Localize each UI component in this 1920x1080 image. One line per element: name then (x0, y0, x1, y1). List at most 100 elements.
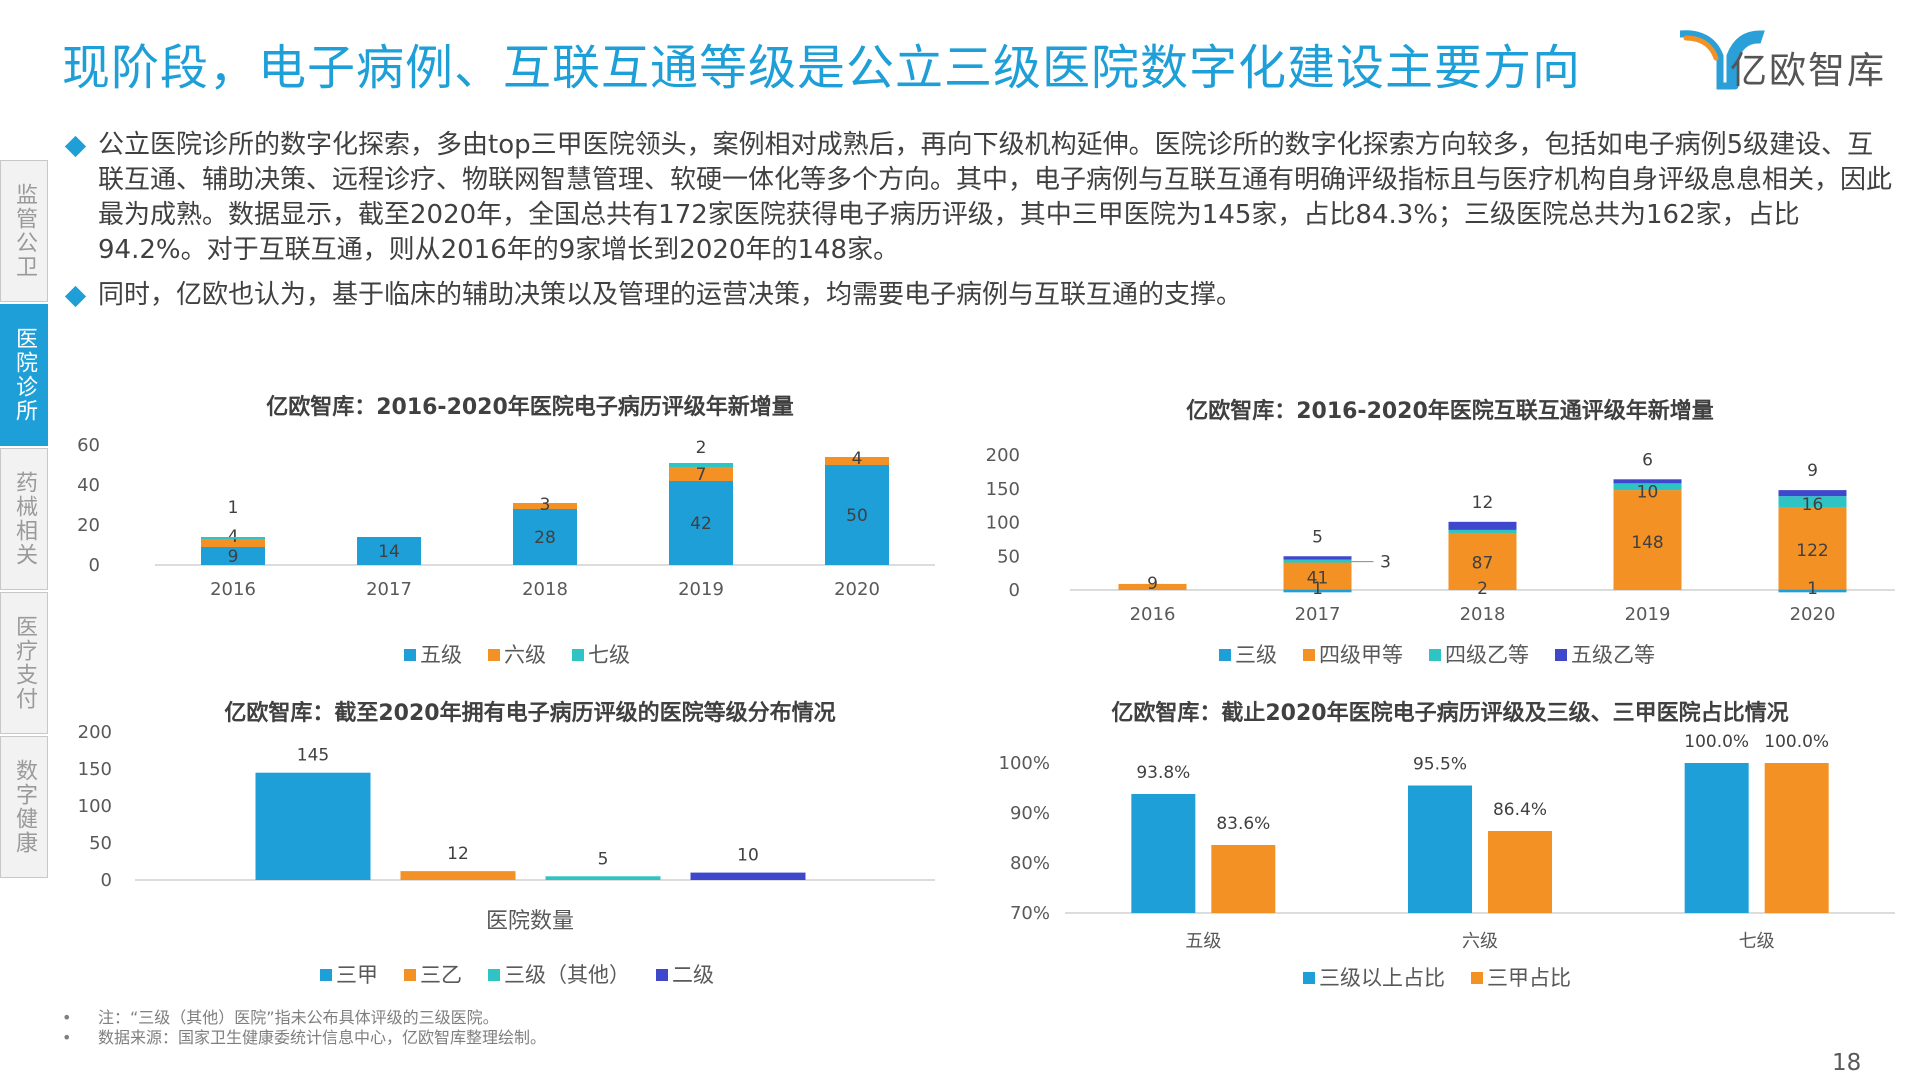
data-label: 42 (690, 514, 712, 534)
legend-swatch (404, 969, 416, 981)
data-label: 1 (1807, 579, 1818, 599)
legend-label: 四级甲等 (1319, 643, 1403, 667)
data-label: 1 (1312, 579, 1323, 599)
y-tick-label: 50 (997, 546, 1020, 567)
y-tick-label: 60 (77, 435, 100, 456)
legend-label: 七级 (588, 643, 630, 667)
data-label: 5 (598, 849, 609, 869)
data-label: 2 (1477, 579, 1488, 599)
legend-swatch (488, 969, 500, 981)
nav-item-yiyuan[interactable]: 医院诊所 (0, 304, 48, 446)
legend-label: 三甲 (336, 963, 378, 987)
data-label: 41 (1307, 568, 1329, 588)
data-label: 83.6% (1216, 814, 1270, 834)
logo-icon (1680, 30, 1765, 90)
x-tick-label: 2018 (1460, 604, 1506, 625)
chart-title: 亿欧智库：截至2020年拥有电子病历评级的医院等级分布情况 (224, 700, 835, 726)
footnote: • 注：“三级（其他）医院”指未公布具体评级的三级医院。 (62, 1008, 499, 1027)
data-label: 145 (297, 746, 329, 766)
nav-item-yaoxie[interactable]: 药械相关 (0, 448, 48, 590)
bar-segment (1613, 479, 1682, 484)
y-tick-label: 100 (78, 796, 112, 817)
legend-swatch (1219, 649, 1231, 661)
legend-swatch (1303, 972, 1315, 984)
legend-label: 三级以上占比 (1319, 966, 1445, 990)
y-tick-label: 50 (89, 833, 112, 854)
diamond-bullet-icon (64, 285, 87, 308)
bar-segment (513, 503, 577, 509)
x-tick-label: 五级 (1185, 931, 1221, 952)
x-tick-label: 2019 (1625, 604, 1671, 625)
bar (1488, 831, 1552, 913)
bar-segment (1778, 490, 1847, 497)
y-tick-label: 0 (101, 870, 112, 891)
x-axis-label: 医院数量 (486, 909, 574, 934)
legend-label: 四级乙等 (1445, 643, 1529, 667)
bar (400, 871, 516, 880)
legend-label: 五级乙等 (1571, 643, 1655, 667)
data-label: 28 (534, 528, 556, 548)
y-tick-label: 150 (78, 759, 112, 780)
page-title: 现阶段，电子病例、互联互通等级是公立三级医院数字化建设主要方向 (62, 40, 1582, 96)
data-label: 100.0% (1684, 732, 1749, 752)
y-tick-label: 100 (986, 513, 1020, 534)
data-label: 95.5% (1413, 755, 1467, 775)
data-label: 10 (1637, 482, 1659, 502)
y-tick-label: 20 (77, 515, 100, 536)
nav-item-jiankang[interactable]: 数字健康 (0, 736, 48, 878)
chart-title: 亿欧智库：2016-2020年医院电子病历评级年新增量 (266, 394, 794, 420)
legend-swatch (1471, 972, 1483, 984)
bar-segment (1283, 561, 1352, 590)
bar-segment (1118, 583, 1187, 590)
data-label: 12 (1472, 493, 1494, 513)
bar (1131, 794, 1196, 913)
legend-label: 五级 (420, 643, 462, 667)
bar-segment (357, 537, 421, 565)
y-tick-label: 90% (1010, 803, 1050, 824)
data-label: 148 (1631, 533, 1663, 553)
x-tick-label: 七级 (1739, 931, 1775, 952)
bar (255, 772, 371, 880)
bar-segment (825, 465, 889, 565)
bar (1764, 763, 1829, 913)
emr-share-chart: 亿欧智库：截止2020年医院电子病历评级及三级、三甲医院占比情况 70% 80% 9… (999, 700, 1895, 990)
data-label: 7 (696, 465, 707, 485)
data-label: 14 (378, 542, 400, 562)
legend-swatch (1555, 649, 1567, 661)
legend-label: 六级 (504, 643, 546, 667)
bar-segment (1448, 529, 1517, 533)
y-tick-label: 0 (89, 555, 100, 576)
hospital-level-distribution-chart: 亿欧智库：截至2020年拥有电子病历评级的医院等级分布情况 医院数量 0 50 10… (78, 700, 935, 987)
legend-swatch (320, 969, 332, 981)
bar-segment (1448, 521, 1517, 530)
bullet-item: 同时，亿欧也认为，基于临床的辅助决策以及管理的运营决策，均需要电子病例与互联互通… (62, 278, 1892, 313)
y-tick-label: 40 (77, 475, 100, 496)
x-tick-label: 六级 (1462, 931, 1498, 952)
data-label: 10 (737, 846, 759, 866)
bar-segment (201, 537, 265, 539)
x-tick-label: 2019 (678, 579, 724, 600)
bar (545, 876, 661, 880)
x-tick-label: 2020 (1790, 604, 1836, 625)
legend-swatch (572, 649, 584, 661)
data-label: 5 (1312, 527, 1323, 547)
y-tick-label: 150 (986, 479, 1020, 500)
y-tick-label: 80% (1010, 853, 1050, 874)
data-label: 50 (846, 506, 868, 526)
nav-item-jianguan[interactable]: 监管公卫 (0, 160, 48, 302)
data-label: 16 (1802, 495, 1824, 515)
x-tick-label: 2017 (1295, 604, 1341, 625)
bar-segment (669, 467, 733, 481)
x-tick-label: 2016 (210, 579, 256, 600)
data-label: 3 (1380, 553, 1391, 573)
y-tick-label: 70% (1010, 903, 1050, 924)
y-tick-label: 100% (999, 753, 1050, 774)
nav-item-zhifu[interactable]: 医疗支付 (0, 592, 48, 734)
interop-new-ratings-chart: 亿欧智库：2016-2020年医院互联互通评级年新增量 0 50 100 150 200… (986, 398, 1895, 667)
data-label: 6 (1642, 450, 1653, 470)
legend-label: 二级 (672, 963, 714, 987)
data-label: 9 (1807, 461, 1818, 481)
legend-label: 三级（其他） (504, 963, 630, 987)
footnote: • 数据来源：国家卫生健康委统计信息中心，亿欧智库整理绘制。 (62, 1028, 547, 1047)
x-tick-label: 2017 (366, 579, 412, 600)
